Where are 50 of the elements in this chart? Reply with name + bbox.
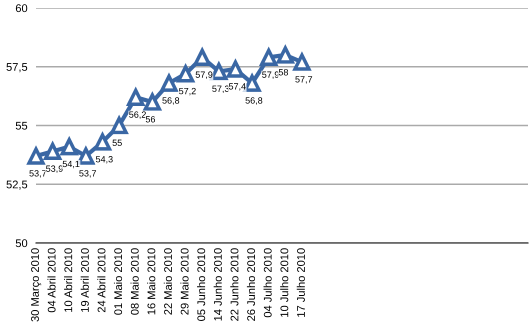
data-label: 57,9	[196, 71, 212, 79]
x-tick-label: 26 Junho 2010	[246, 248, 256, 321]
x-tick-label: 01 Maio 2010	[114, 248, 122, 315]
data-label: 58	[278, 69, 288, 76]
x-tick-label: 16 Maio 2010	[147, 248, 156, 314]
data-label: 53,7	[29, 170, 46, 178]
x-tick-label: 24 Abril 2010	[97, 248, 106, 312]
data-label: 56	[146, 116, 156, 122]
data-label: 53,9	[46, 165, 63, 173]
data-label: 56,8	[246, 97, 262, 105]
data-label: 57,3	[212, 86, 230, 93]
x-tick-label: 04 Julho 2010	[264, 248, 272, 318]
data-label: 57,9	[262, 71, 279, 79]
x-tick-label: 30 Março 2010	[31, 248, 42, 322]
x-tick-label: 22 Maio 2010	[164, 248, 172, 315]
data-label: 56,8	[162, 97, 180, 105]
point	[293, 53, 311, 71]
data-label: 54,3	[96, 156, 113, 164]
data-label: 57,2	[179, 88, 196, 96]
y-tick-label: 60	[16, 4, 28, 12]
x-tick-label: 04 Abril 2010	[47, 248, 56, 312]
data-label: 57,7	[295, 76, 312, 84]
x-tick-label: 22 Junho 2010	[230, 248, 238, 321]
x-tick-label: 05 Junho 2010	[197, 248, 206, 321]
point	[44, 142, 62, 160]
point	[27, 147, 45, 165]
x-tick-label: 08 Maio 2010	[130, 248, 139, 315]
point	[144, 93, 162, 111]
point	[226, 60, 244, 78]
data-label: 57,4	[228, 83, 246, 91]
x-tick-label: 10 Abril 2010	[64, 248, 72, 312]
point	[94, 133, 112, 151]
x-tick-label: 17 Julho 2010	[296, 248, 305, 317]
data-label: 55	[112, 140, 122, 146]
data-label: 54,1	[62, 160, 80, 168]
data-label: 56,2	[129, 111, 146, 119]
y-tick-label: 55	[16, 122, 28, 130]
y-tick-label: 57,5	[6, 63, 28, 72]
x-tick-label: 29 Maio 2010	[180, 248, 189, 315]
x-tick-label: 19 Abril 2010	[80, 248, 89, 312]
point	[110, 116, 128, 134]
point	[194, 48, 211, 66]
x-tick-label: 10 Julho 2010	[280, 248, 288, 317]
y-tick-label: 50	[16, 239, 28, 248]
point	[60, 138, 78, 156]
point	[260, 48, 278, 66]
y-tick-label: 52,5	[6, 180, 28, 190]
point	[276, 46, 294, 64]
data-label: 53,7	[79, 170, 96, 178]
x-tick-label: 14 Junho 2010	[214, 248, 222, 321]
